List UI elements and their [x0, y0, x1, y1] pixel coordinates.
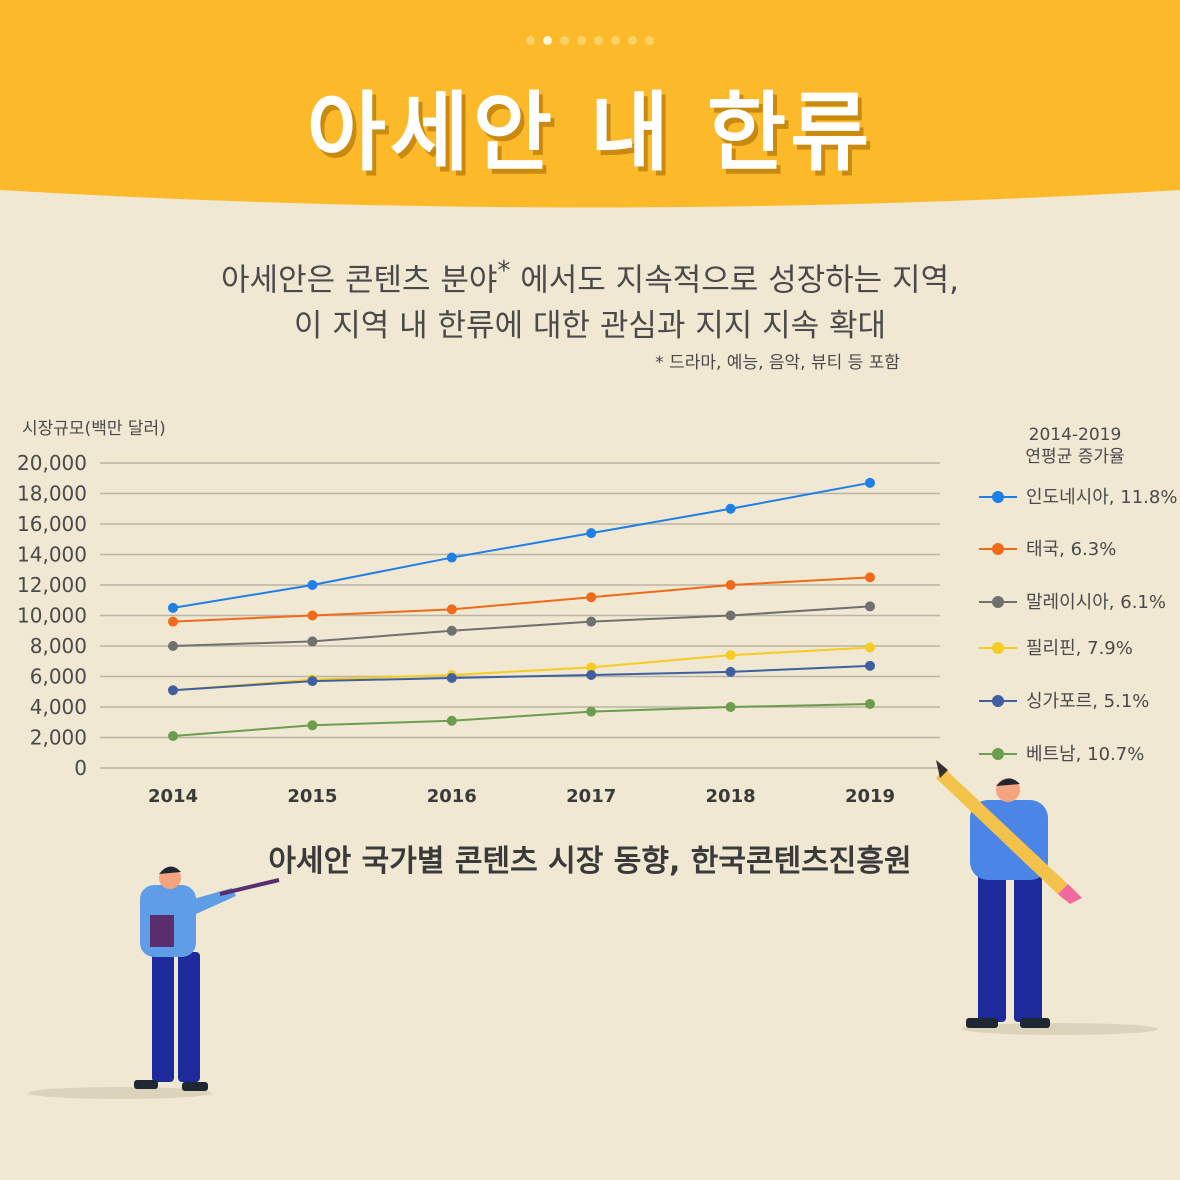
- data-point: [446, 673, 457, 684]
- legend-label: 베트남, 10.7%: [1026, 744, 1144, 765]
- pager-dot[interactable]: [628, 36, 637, 45]
- pager-dots: [0, 30, 1180, 49]
- legend-title-growth: 연평균 증가율: [1025, 447, 1124, 467]
- data-point: [586, 592, 597, 603]
- y-tick-label: 20,000: [17, 451, 87, 475]
- x-tick-label: 2014: [148, 786, 198, 807]
- data-point: [307, 636, 318, 647]
- data-point: [725, 650, 736, 661]
- data-point: [307, 580, 318, 590]
- series-line: [172, 664, 871, 692]
- y-tick-label: 8,000: [30, 634, 87, 658]
- data-point: [307, 720, 318, 731]
- pager-dot[interactable]: [645, 36, 654, 45]
- y-tick-label: 10,000: [17, 604, 87, 628]
- header-banner: [0, 0, 1180, 208]
- subtitle: 아세안은 콘텐츠 분야* 에서도 지속적으로 성장하는 지역, 이 지역 내 한…: [0, 248, 1180, 349]
- pencil-man-illustration: [936, 760, 1158, 1035]
- legend-label: 인도네시아, 11.8%: [1026, 487, 1177, 508]
- data-point: [307, 676, 318, 687]
- legend-marker: [992, 748, 1004, 760]
- subtitle-line-1b: 에서도 지속적으로 성장하는 지역,: [510, 262, 959, 299]
- series-line: [172, 605, 871, 647]
- legend-title-period: 2014-2019: [1029, 425, 1122, 445]
- x-tick-label: 2017: [566, 786, 616, 807]
- data-point: [307, 610, 318, 621]
- data-point: [865, 601, 875, 612]
- data-point: [725, 503, 736, 514]
- y-tick-label: 16,000: [17, 512, 87, 536]
- subtitle-line-1: 아세안은 콘텐츠 분야* 에서도 지속적으로 성장하는 지역,: [0, 248, 1180, 303]
- pager-dot-active[interactable]: [543, 36, 552, 45]
- chart-source: 아세안 국가별 콘텐츠 시장 동향, 한국콘텐츠진흥원: [0, 836, 1180, 880]
- y-tick-label: 4,000: [30, 695, 87, 719]
- subtitle-line-1a: 아세안은 콘텐츠 분야: [221, 262, 498, 299]
- x-tick-label: 2018: [706, 786, 756, 807]
- data-point: [725, 610, 736, 621]
- legend-label: 태국, 6.3%: [1026, 539, 1116, 560]
- data-point: [865, 698, 875, 709]
- series-line: [172, 646, 871, 692]
- pager-dot[interactable]: [560, 36, 569, 45]
- x-tick-label: 2015: [287, 786, 337, 807]
- legend-marker: [992, 642, 1004, 654]
- legend-marker: [992, 596, 1004, 608]
- legend-marker: [992, 491, 1004, 503]
- data-point: [586, 669, 597, 680]
- data-point: [865, 477, 875, 488]
- data-point: [446, 604, 457, 615]
- legend-marker: [992, 695, 1004, 707]
- y-tick-label: 6,000: [30, 665, 87, 689]
- y-axis-label: 시장규모(백만 달러): [22, 419, 166, 439]
- data-point: [865, 660, 875, 671]
- y-tick-label: 0: [74, 756, 87, 780]
- footnote: * 드라마, 예능, 음악, 뷰티 등 포함: [655, 353, 900, 373]
- data-point: [168, 730, 178, 741]
- page-title: 아세안 내 한류: [306, 83, 874, 183]
- data-point: [168, 641, 178, 651]
- legend-marker: [992, 543, 1004, 555]
- data-point: [586, 616, 597, 627]
- data-point: [446, 625, 457, 636]
- footnote-star: *: [497, 256, 511, 286]
- legend-label: 필리핀, 7.9%: [1026, 638, 1133, 659]
- data-point: [725, 666, 736, 677]
- data-point: [865, 572, 875, 583]
- data-point: [586, 528, 597, 539]
- y-tick-label: 12,000: [17, 573, 87, 597]
- x-tick-label: 2016: [427, 786, 477, 807]
- data-point: [168, 685, 178, 696]
- presenter-illustration: [28, 866, 280, 1099]
- data-point: [446, 715, 457, 726]
- data-point: [725, 702, 736, 712]
- legend-label: 말레이시아, 6.1%: [1026, 592, 1166, 613]
- data-point: [168, 602, 178, 613]
- data-point: [168, 616, 178, 627]
- legend-label: 싱가포르, 5.1%: [1026, 691, 1149, 712]
- pager-dot[interactable]: [594, 36, 603, 45]
- source-text: 아세안 국가별 콘텐츠 시장 동향, 한국콘텐츠진흥원: [268, 844, 912, 879]
- pager-dot[interactable]: [526, 36, 535, 45]
- y-tick-label: 18,000: [17, 482, 87, 506]
- series-line: [172, 702, 871, 737]
- data-point: [586, 662, 597, 673]
- data-point: [586, 706, 597, 717]
- data-point: [725, 580, 736, 590]
- pager-dot[interactable]: [611, 36, 620, 45]
- x-tick-label: 2019: [845, 786, 895, 807]
- y-tick-label: 2,000: [30, 726, 87, 750]
- pager-dot[interactable]: [577, 36, 586, 45]
- data-point: [446, 552, 457, 563]
- series-line: [172, 576, 871, 623]
- y-tick-label: 14,000: [17, 543, 87, 567]
- subtitle-line-2: 이 지역 내 한류에 대한 관심과 지지 지속 확대: [293, 308, 887, 345]
- series-line: [172, 481, 871, 609]
- data-point: [865, 642, 875, 653]
